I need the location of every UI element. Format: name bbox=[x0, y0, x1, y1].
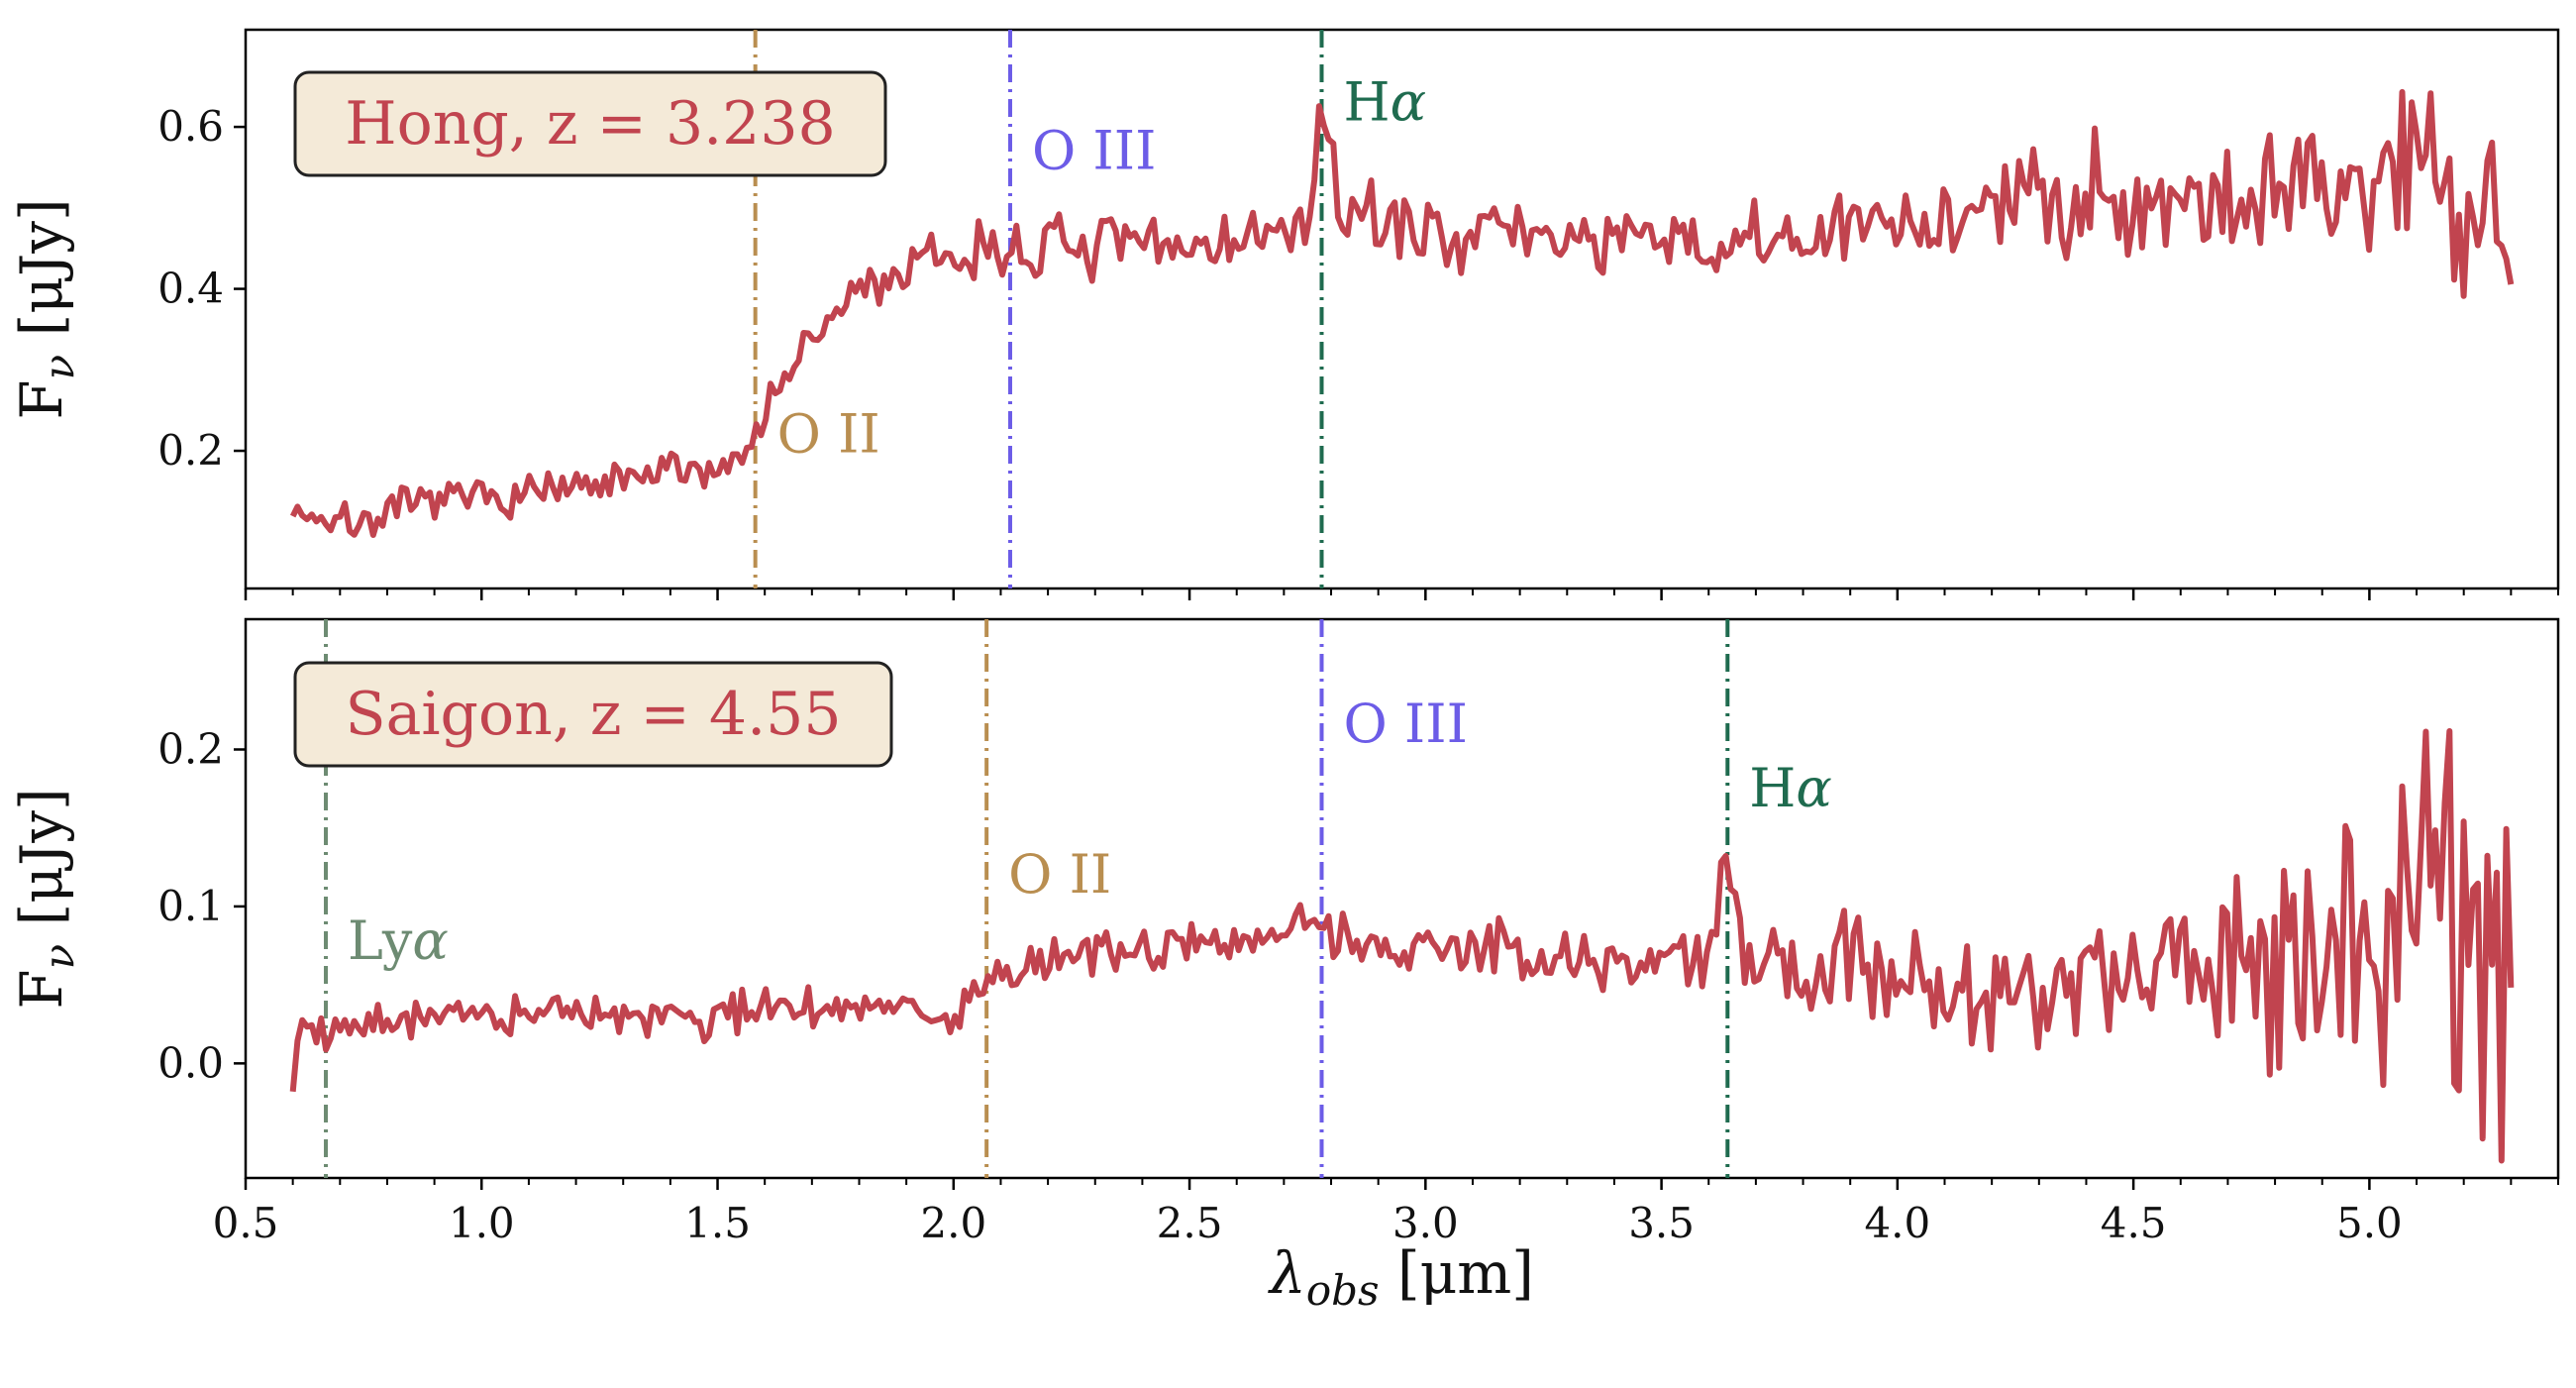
x-tick-label: 1.5 bbox=[684, 1199, 751, 1247]
spectrum-line bbox=[289, 728, 2515, 1164]
x-tick-label: 3.5 bbox=[1628, 1199, 1695, 1247]
axes-frame bbox=[244, 28, 2560, 590]
x-tick-label: 4.0 bbox=[1864, 1199, 1930, 1247]
x-axis-label-main: λ bbox=[1268, 1239, 1306, 1307]
y-tick-label: 0.2 bbox=[157, 426, 224, 475]
y-tick-label: 0.0 bbox=[157, 1038, 224, 1087]
x-tick-label: 0.5 bbox=[213, 1199, 279, 1247]
spectrum-line bbox=[290, 88, 2515, 538]
y-tick-label: 0.1 bbox=[157, 882, 224, 930]
y-tick-label: 0.2 bbox=[157, 724, 224, 773]
y-axis-label: Fν [μJy] bbox=[8, 788, 83, 1009]
y-axis-label-main: F bbox=[8, 379, 75, 419]
emission-line-label: Hα bbox=[1343, 71, 1426, 134]
y-axis-label-sub: ν bbox=[35, 355, 83, 380]
annotation-box-label: Hong, z = 3.238 bbox=[345, 89, 835, 159]
emission-line-label: O III bbox=[1032, 120, 1156, 182]
x-tick-label: 1.0 bbox=[449, 1199, 515, 1247]
emission-line-label: Lyα bbox=[348, 909, 449, 972]
annotation-box bbox=[293, 70, 887, 177]
annotation-box bbox=[293, 661, 893, 768]
emission-line-label: O II bbox=[777, 403, 880, 466]
x-tick-label: 5.0 bbox=[2336, 1199, 2403, 1247]
axes-frame bbox=[244, 617, 2560, 1180]
x-axis-label-unit: [μm] bbox=[1380, 1239, 1534, 1307]
x-tick-label: 2.5 bbox=[1157, 1199, 1223, 1247]
y-axis-label: Fν [μJy] bbox=[8, 198, 83, 419]
y-axis-label-sub: ν bbox=[35, 944, 83, 970]
y-axis-label-unit: [μJy] bbox=[8, 198, 75, 354]
x-tick-label: 2.0 bbox=[920, 1199, 986, 1247]
x-axis-label-sub: obs bbox=[1306, 1266, 1380, 1315]
y-tick-label: 0.6 bbox=[157, 102, 224, 151]
x-axis-label: λobs [μm] bbox=[1268, 1239, 1534, 1315]
bottom-panel: 0.0 0.1 0.2 0.5 1.0 1.5 2.0 2.5 3.0 3.5 4.0 4.5 5.0 F… bbox=[8, 617, 2560, 1315]
emission-line-label: O III bbox=[1343, 693, 1467, 755]
y-tick-label: 0.4 bbox=[157, 265, 224, 313]
y-axis-label-main: F bbox=[8, 969, 75, 1009]
x-tick-label: 3.0 bbox=[1392, 1199, 1459, 1247]
emission-line-label: O II bbox=[1008, 843, 1111, 906]
y-axis-label-unit: [μJy] bbox=[8, 788, 75, 943]
annotation-box-label: Saigon, z = 4.55 bbox=[345, 680, 841, 749]
x-tick-label: 4.5 bbox=[2101, 1199, 2167, 1247]
top-panel: 0.2 0.4 0.6 Fν [μJy] O II O III Hα Hong, z = 3.… bbox=[8, 28, 2560, 600]
emission-line-label: Hα bbox=[1749, 757, 1832, 819]
